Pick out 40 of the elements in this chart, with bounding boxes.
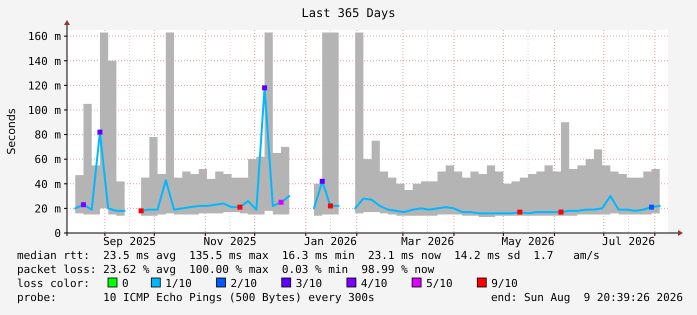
y-tick-label: 20 m <box>34 202 62 216</box>
legend-label: 9/10 <box>491 277 518 290</box>
y-tick-label: 60 m <box>34 153 62 166</box>
text: end: Sun Aug 9 20:39:26 2026 <box>490 291 683 304</box>
text: packet loss: 23.62 % avg 100.00 % max 0.03 % min 98.99 % now <box>17 263 435 276</box>
legend-label: 1/10 <box>165 277 192 290</box>
point <box>328 203 333 208</box>
legend-label: 0 <box>122 277 129 290</box>
y-tick-label: 120 m <box>28 79 62 92</box>
y-tick-label: 80 m <box>34 128 62 142</box>
y-tick-label: 0 <box>54 227 61 240</box>
y-tick-label: 160 m <box>28 30 62 44</box>
y-tick-label: 140 m <box>28 54 62 68</box>
x-tick-label: May 2026 <box>502 235 555 248</box>
point <box>97 130 102 135</box>
point <box>649 204 654 210</box>
point <box>517 210 522 215</box>
point <box>138 208 144 214</box>
legend-label: 2/10 <box>230 277 257 290</box>
point <box>262 85 268 90</box>
point <box>278 200 284 205</box>
point <box>320 178 325 184</box>
text: probe: 10 ICMP Echo Pings (500 Bytes) every 300s <box>17 291 375 304</box>
legend-title: loss color: <box>17 277 90 290</box>
point <box>237 204 242 210</box>
x-tick-label: Nov 2025 <box>204 235 257 248</box>
x-tick-label: Jan 2026 <box>304 235 357 248</box>
legend-label: 3/10 <box>296 277 322 290</box>
chart-title: Last 365 Days <box>302 6 396 20</box>
point <box>558 210 564 215</box>
x-tick-label: Jul 2026 <box>602 235 655 248</box>
x-tick-label: Mar 2026 <box>401 235 454 248</box>
point <box>80 202 86 208</box>
y-tick-label: 40 m <box>34 178 62 191</box>
legend-label: 5/10 <box>426 277 453 290</box>
legend-label: 4/10 <box>360 277 388 290</box>
y-axis-title: Seconds <box>5 108 18 155</box>
y-tick-label: 100 m <box>28 104 62 117</box>
text: median rtt: 23.5 ms avg 135.5 ms max 16.3 ms min 23.1 ms now 14.2 ms sd 1.7 am/s <box>17 249 600 262</box>
x-tick-label: Sep 2025 <box>103 235 156 248</box>
